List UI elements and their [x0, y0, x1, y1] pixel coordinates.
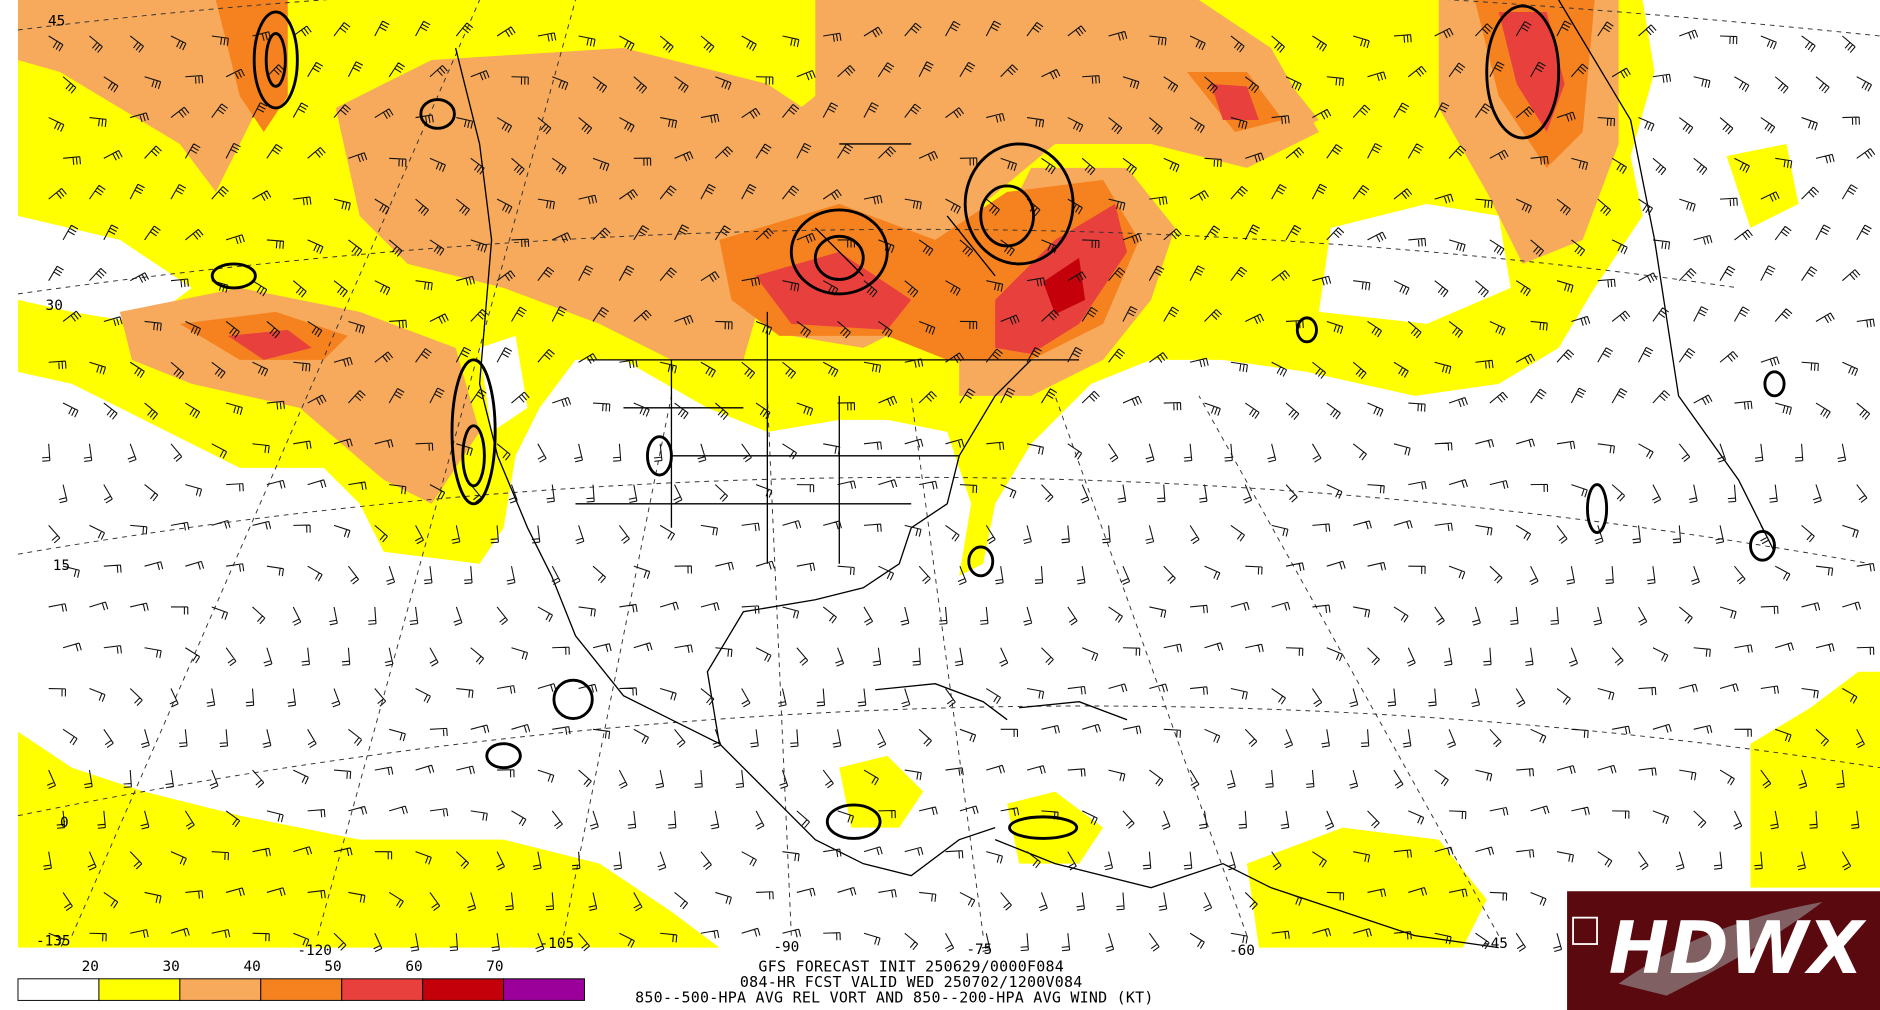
logo-emblem	[1572, 916, 1598, 945]
lon-label: -90	[773, 940, 799, 956]
lat-label: 15	[53, 558, 70, 574]
colorbar-label: 30	[163, 959, 180, 975]
colorbar-label: 20	[82, 959, 99, 975]
colorbar-label: 70	[486, 959, 503, 975]
colorbar-swatch	[341, 978, 424, 1001]
lon-label: -105	[540, 936, 575, 952]
lon-label: -60	[1229, 943, 1255, 959]
colorbar-swatch	[98, 978, 181, 1001]
title-line: 850--500-HPA AVG REL VORT AND 850--200-H…	[635, 989, 1154, 1007]
colorbar-label: 40	[243, 959, 260, 975]
latitude-labels: 45 30 15 0	[46, 14, 71, 831]
logo: HDWX	[1567, 891, 1880, 1010]
lon-label: -45	[1482, 936, 1508, 952]
title-line: 084-HR FCST VALID WED 250702/1200V084	[740, 973, 1083, 991]
lat-label: 0	[60, 815, 69, 831]
colorbar-label: 60	[405, 959, 422, 975]
lat-label: 45	[48, 14, 65, 30]
title-line: GFS FORECAST INIT 250629/0000F084	[758, 957, 1064, 975]
coastlines	[454, 0, 1776, 949]
colorbar-swatch	[422, 978, 505, 1001]
vorticity-contours	[210, 4, 1786, 840]
colorbar-swatch	[17, 978, 100, 1001]
lon-label: -75	[966, 942, 992, 958]
wind-barb-field	[42, 20, 1876, 953]
logo-swirl	[1618, 902, 1823, 996]
colorbar-label: 50	[324, 959, 341, 975]
logo-text: HDWX	[1609, 906, 1867, 990]
colorbar-swatch	[503, 978, 585, 1001]
map-fields	[17, 0, 1880, 948]
lon-label: -135	[36, 934, 71, 950]
lat-label: 30	[46, 298, 63, 314]
colorbar-swatch	[260, 978, 343, 1001]
colorbar: 20 30 40 50 60 70	[17, 959, 585, 1001]
wind-barbs	[42, 20, 1876, 953]
longitude-labels: -135 -120 -105 -90 -75 -60 -45	[36, 934, 1508, 960]
lon-label: -120	[297, 943, 332, 959]
colorbar-swatch	[179, 978, 262, 1001]
